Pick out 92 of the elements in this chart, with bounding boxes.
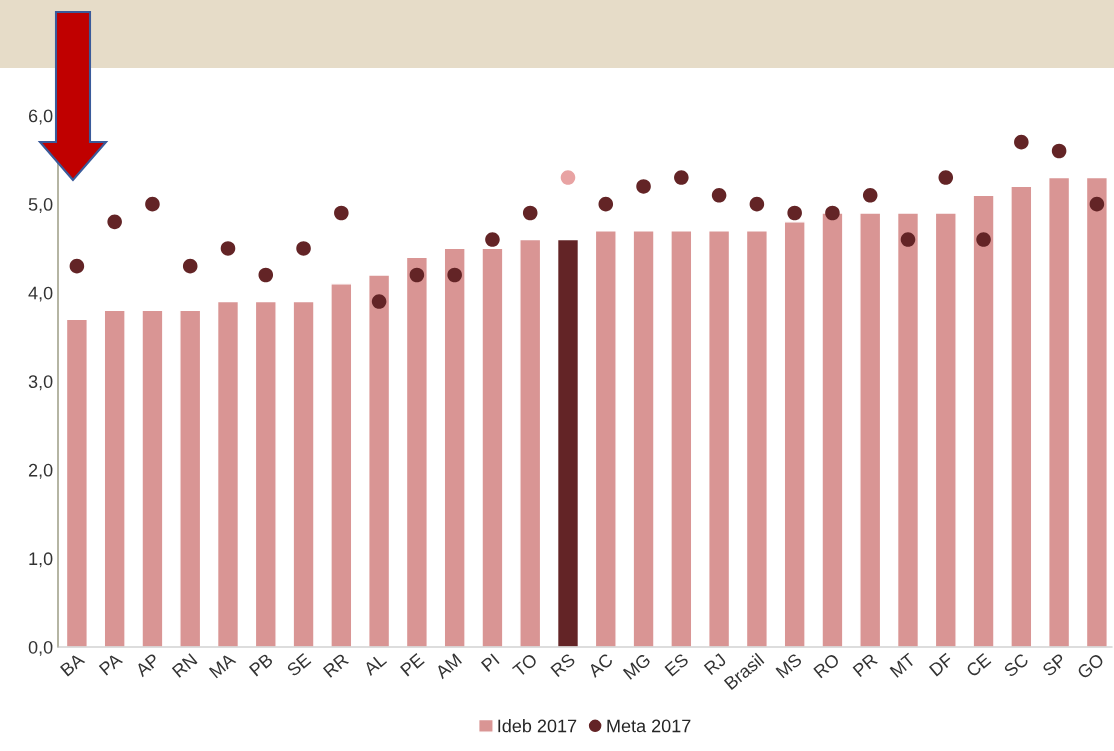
bar [65, 318, 88, 647]
x-tick-label: TO [511, 652, 539, 678]
x-tick-label: PI [480, 653, 500, 672]
x-tick-label: AL [362, 652, 388, 677]
point [862, 188, 878, 203]
x-tick-label: PR [852, 652, 878, 678]
x-tick-label: PB [248, 652, 274, 677]
point [1051, 143, 1067, 159]
point [749, 196, 765, 212]
x-tick-label: DF [928, 652, 954, 677]
bar [368, 274, 391, 647]
y-tick-label: 6,0 [28, 109, 53, 125]
y-tick-label: 5,0 [28, 198, 53, 213]
y-tick-label: 1,0 [29, 552, 53, 568]
point [825, 205, 840, 221]
x-tick-label: RN [171, 653, 198, 678]
y-tick-label: 4,0 [28, 286, 53, 302]
bar [896, 212, 920, 647]
point [296, 241, 311, 256]
x-tick-label: AC [586, 652, 614, 679]
x-tick-label: SC [1003, 652, 1030, 678]
bar [708, 230, 731, 647]
point [900, 232, 916, 247]
point [1089, 196, 1105, 212]
bar [443, 247, 466, 647]
x-tick-label: GO [1076, 652, 1105, 680]
x-tick-label: CE [965, 652, 992, 678]
x-tick-label: AP [134, 652, 161, 678]
point [598, 196, 614, 212]
point [711, 188, 727, 203]
bar [405, 256, 428, 647]
point [182, 258, 198, 274]
point [787, 205, 802, 221]
x-tick-label: MT [889, 652, 917, 678]
y-tick-label: 2,0 [28, 463, 53, 479]
bar [934, 212, 957, 647]
x-tick-label: PE [400, 652, 425, 677]
point [258, 267, 274, 283]
y-tick-label: 3,0 [28, 375, 53, 391]
bar [670, 230, 693, 647]
bar [216, 300, 240, 647]
point [107, 214, 122, 230]
point [976, 232, 991, 247]
bar [821, 212, 844, 647]
legend-label: Meta 2017 [607, 719, 691, 733]
x-tick-label: RO [813, 652, 841, 679]
bar [103, 309, 126, 647]
bar [972, 194, 995, 647]
bar [632, 230, 655, 647]
legend-label: Ideb 2017 [498, 719, 577, 733]
point [560, 170, 576, 185]
point [485, 232, 500, 247]
x-tick-label: RJ [703, 653, 727, 676]
point [334, 205, 349, 221]
bar [1048, 176, 1071, 647]
bar [292, 300, 315, 647]
bar [1085, 176, 1108, 647]
x-tick-label: MS [775, 652, 803, 679]
x-tick-label: RR [322, 652, 350, 678]
point [371, 294, 387, 309]
point [447, 267, 462, 283]
point [938, 170, 954, 185]
point [636, 179, 651, 194]
x-tick-label: BA [60, 652, 86, 677]
point [145, 196, 160, 212]
bar [859, 212, 882, 647]
x-tick-label: SP [1041, 652, 1067, 677]
point [220, 241, 236, 256]
point [522, 205, 538, 221]
x-tick-label: ES [664, 652, 690, 677]
x-tick-label: MG [622, 653, 652, 680]
point [69, 258, 85, 274]
x-tick-label: PA [98, 652, 124, 676]
x-tick-label: RS [550, 652, 576, 678]
bar [1010, 185, 1033, 647]
bar [179, 309, 202, 647]
bar [556, 238, 580, 647]
x-tick-label: SE [286, 652, 312, 677]
bar [481, 247, 504, 647]
bar [254, 300, 277, 647]
y-tick-label: 0,0 [28, 640, 53, 656]
point [674, 170, 689, 185]
bar [141, 309, 164, 647]
bar [745, 230, 768, 647]
point [1014, 134, 1029, 150]
bar [783, 221, 806, 647]
bar [519, 238, 542, 647]
bar [330, 283, 353, 647]
bar [594, 230, 617, 647]
x-tick-label: AM [434, 653, 462, 680]
point [409, 267, 425, 283]
x-tick-label: MA [208, 652, 237, 679]
